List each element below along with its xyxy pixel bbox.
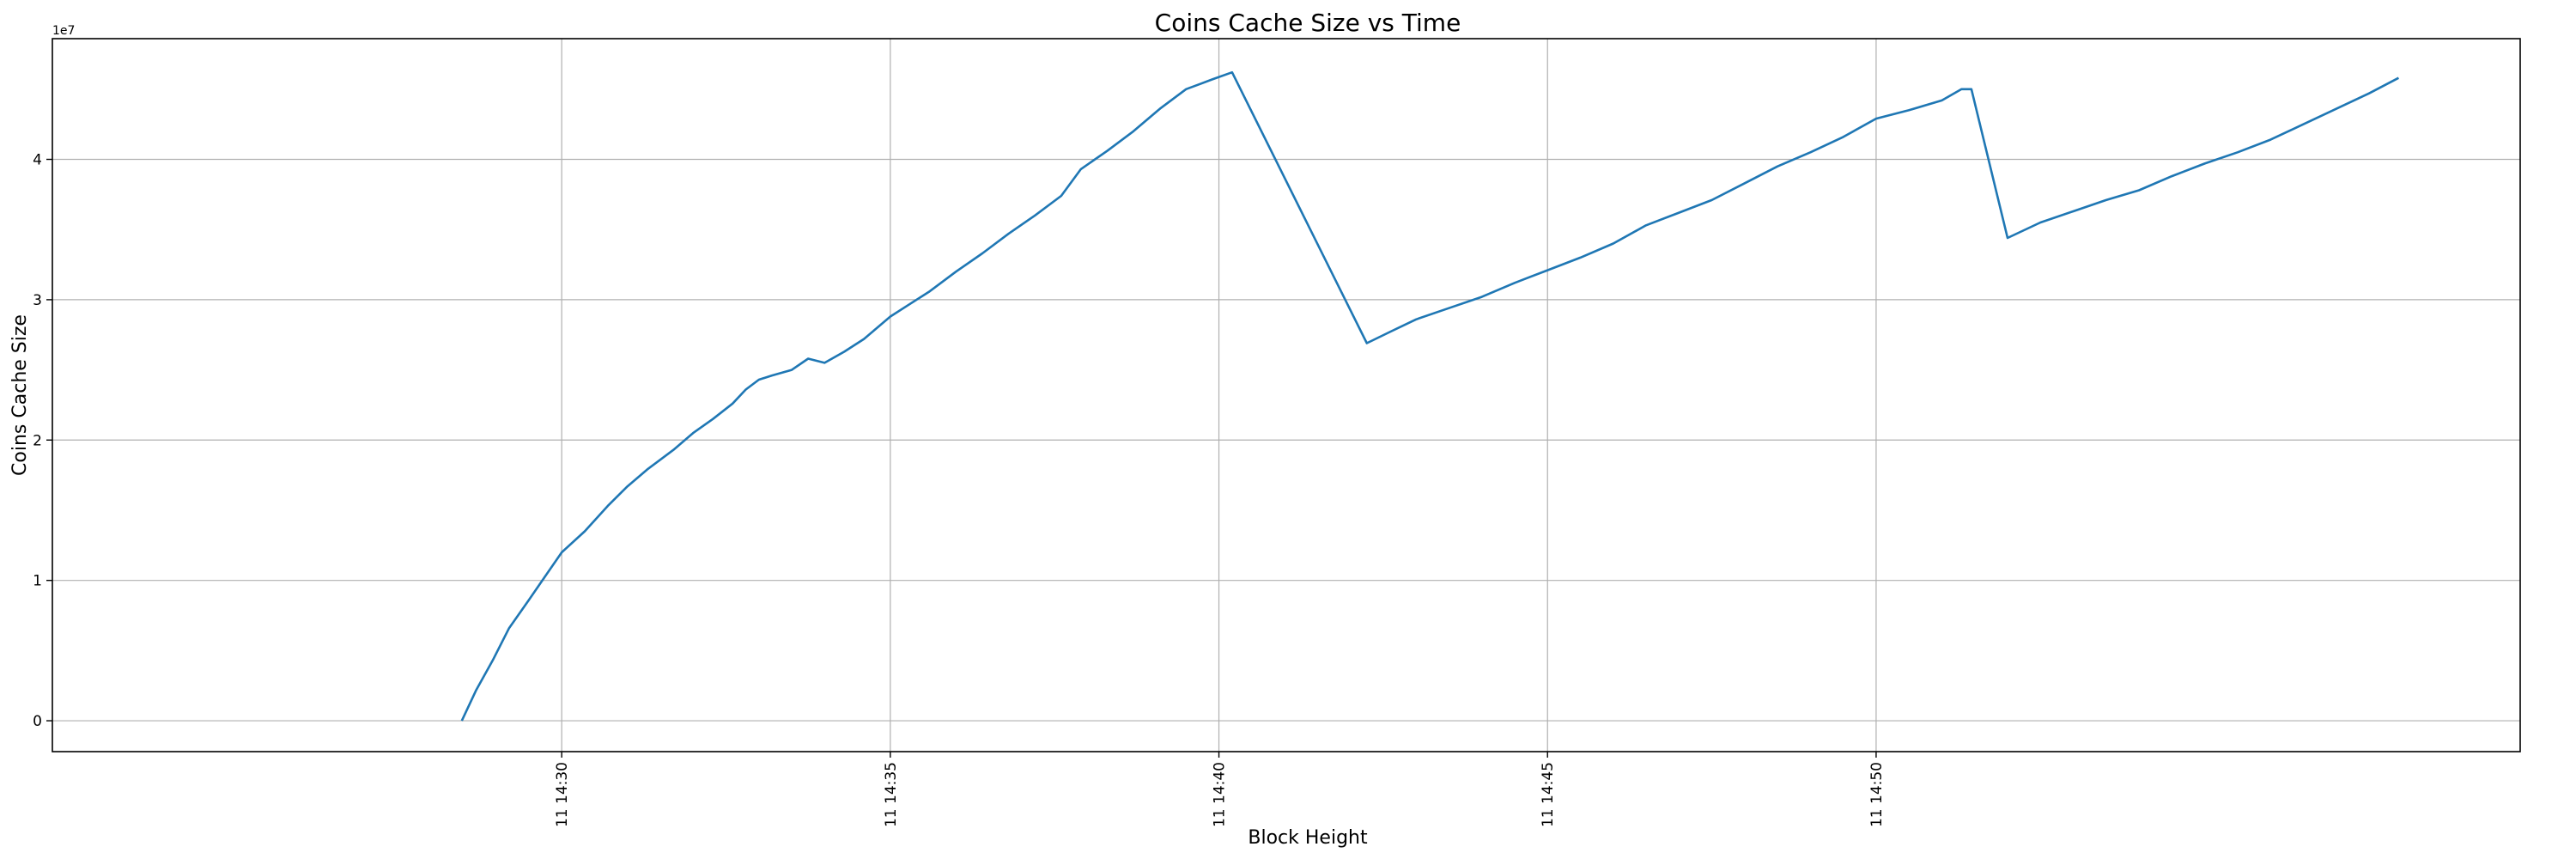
- x-tick-label: 11 14:45: [1540, 762, 1557, 827]
- plot-frame: [52, 38, 2521, 752]
- y-offset-label: 1e7: [52, 24, 75, 38]
- x-axis-ticks: 11 14:30 11 14:35 11 14:40 11 14:45 11 14:50: [554, 752, 1886, 827]
- grid-lines: [52, 39, 2520, 752]
- chart-title: Coins Cache Size vs Time: [1155, 9, 1461, 37]
- x-axis-label: Block Height: [1248, 827, 1368, 849]
- y-axis-ticks: 0 1 2 3 4: [33, 152, 52, 730]
- series-line: [460, 70, 2400, 722]
- y-tick-label: 0: [33, 713, 42, 730]
- y-tick-label: 3: [33, 292, 42, 309]
- y-tick-label: 1: [33, 573, 42, 590]
- x-tick-label: 11 14:30: [554, 762, 571, 827]
- series-layer: [460, 70, 2400, 722]
- x-tick-label: 11 14:50: [1868, 762, 1886, 827]
- y-tick-label: 2: [33, 432, 42, 449]
- x-tick-label: 11 14:40: [1212, 762, 1229, 827]
- x-tick-label: 11 14:35: [883, 762, 900, 827]
- y-tick-label: 4: [33, 152, 42, 169]
- y-axis-label: Coins Cache Size: [9, 314, 31, 476]
